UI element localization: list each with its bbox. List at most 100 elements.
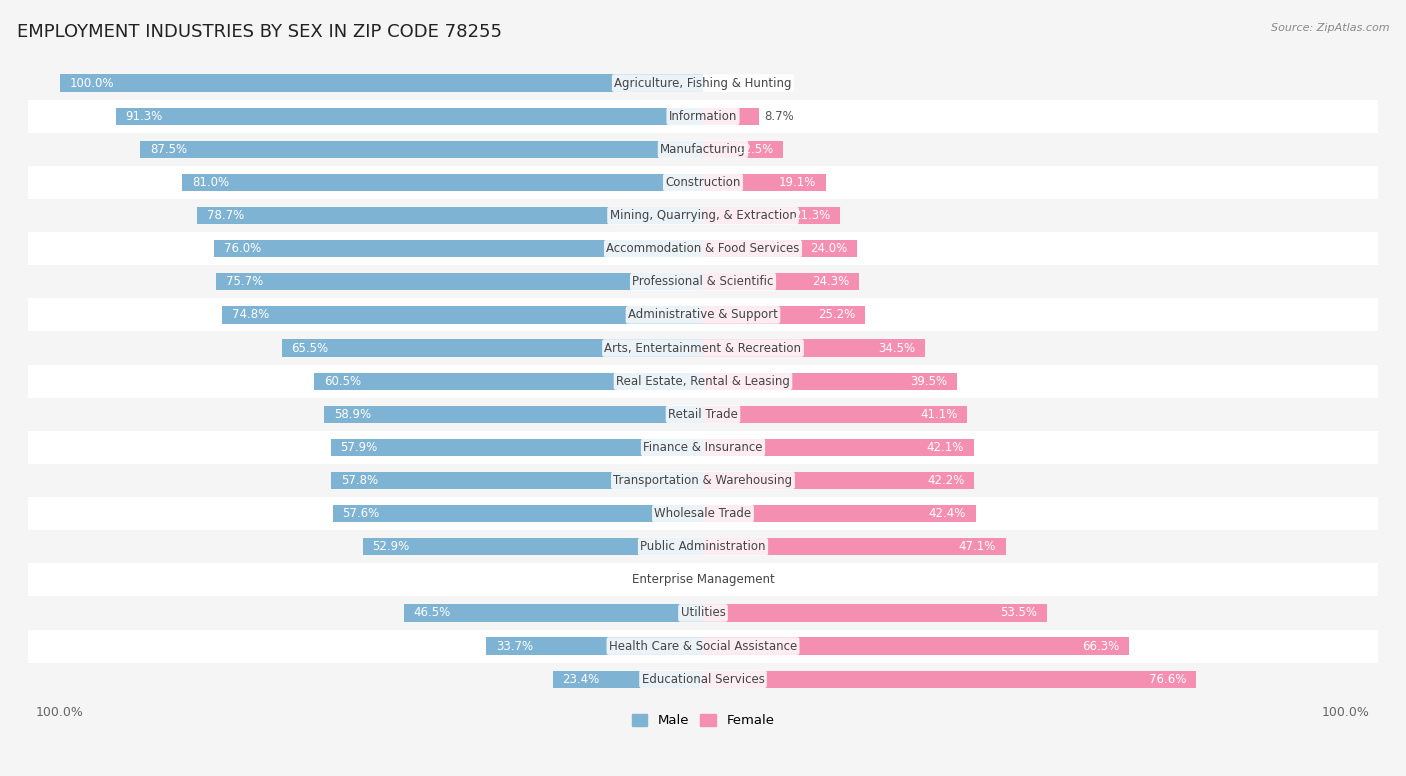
Bar (28, 563, 1378, 597)
Text: 91.3%: 91.3% (125, 109, 163, 123)
Bar (703, 406, 967, 423)
Text: 25.2%: 25.2% (818, 308, 855, 321)
Text: Information: Information (669, 109, 737, 123)
Bar (214, 240, 703, 258)
Text: 41.1%: 41.1% (921, 407, 957, 421)
Text: 47.1%: 47.1% (959, 540, 997, 553)
Text: 42.2%: 42.2% (928, 474, 965, 487)
Text: 24.3%: 24.3% (813, 275, 849, 288)
Bar (703, 605, 1047, 622)
Bar (28, 397, 1378, 431)
Bar (703, 307, 865, 324)
Bar (333, 505, 703, 522)
Bar (183, 174, 703, 191)
Bar (703, 538, 1005, 556)
Text: 46.5%: 46.5% (413, 607, 451, 619)
Text: 19.1%: 19.1% (779, 176, 815, 189)
Bar (60, 74, 703, 92)
Bar (28, 629, 1378, 663)
Bar (314, 372, 703, 390)
Bar (404, 605, 703, 622)
Bar (28, 365, 1378, 397)
Bar (217, 273, 703, 290)
Text: Administrative & Support: Administrative & Support (628, 308, 778, 321)
Bar (28, 232, 1378, 265)
Bar (325, 406, 703, 423)
Bar (553, 670, 703, 688)
Text: 78.7%: 78.7% (207, 209, 243, 222)
Text: 21.3%: 21.3% (793, 209, 831, 222)
Bar (703, 240, 858, 258)
Bar (28, 530, 1378, 563)
Bar (703, 174, 825, 191)
Bar (281, 339, 703, 357)
Bar (703, 372, 957, 390)
Bar (28, 166, 1378, 199)
Text: 42.1%: 42.1% (927, 441, 965, 454)
Bar (28, 99, 1378, 133)
Text: 76.6%: 76.6% (1149, 673, 1185, 686)
Bar (28, 199, 1378, 232)
Text: Construction: Construction (665, 176, 741, 189)
Text: Enterprise Management: Enterprise Management (631, 573, 775, 587)
Text: 42.4%: 42.4% (928, 507, 966, 520)
Text: Source: ZipAtlas.com: Source: ZipAtlas.com (1271, 23, 1389, 33)
Text: Agriculture, Fishing & Hunting: Agriculture, Fishing & Hunting (614, 77, 792, 89)
Bar (703, 207, 839, 224)
Text: Manufacturing: Manufacturing (661, 143, 745, 156)
Bar (703, 339, 925, 357)
Bar (703, 438, 974, 456)
Bar (28, 67, 1378, 99)
Bar (28, 265, 1378, 298)
Text: Retail Trade: Retail Trade (668, 407, 738, 421)
Text: Utilities: Utilities (681, 607, 725, 619)
Bar (141, 140, 703, 158)
Text: 39.5%: 39.5% (910, 375, 948, 388)
Bar (703, 140, 783, 158)
Bar (363, 538, 703, 556)
Bar (703, 670, 1195, 688)
Bar (703, 273, 859, 290)
Text: 8.7%: 8.7% (763, 109, 794, 123)
Bar (28, 133, 1378, 166)
Text: 57.6%: 57.6% (342, 507, 380, 520)
Text: 52.9%: 52.9% (373, 540, 409, 553)
Bar (703, 505, 976, 522)
Text: 34.5%: 34.5% (879, 341, 915, 355)
Text: 65.5%: 65.5% (291, 341, 329, 355)
Bar (330, 438, 703, 456)
Text: Finance & Insurance: Finance & Insurance (644, 441, 762, 454)
Bar (28, 331, 1378, 365)
Text: Mining, Quarrying, & Extraction: Mining, Quarrying, & Extraction (610, 209, 796, 222)
Text: 23.4%: 23.4% (562, 673, 599, 686)
Bar (28, 431, 1378, 464)
Bar (703, 108, 759, 125)
Text: 66.3%: 66.3% (1083, 639, 1119, 653)
Text: 57.8%: 57.8% (342, 474, 378, 487)
Text: Accommodation & Food Services: Accommodation & Food Services (606, 242, 800, 255)
Text: 75.7%: 75.7% (226, 275, 263, 288)
Text: 58.9%: 58.9% (333, 407, 371, 421)
Text: Professional & Scientific: Professional & Scientific (633, 275, 773, 288)
Text: 81.0%: 81.0% (191, 176, 229, 189)
Text: 57.9%: 57.9% (340, 441, 378, 454)
Text: 12.5%: 12.5% (737, 143, 773, 156)
Text: 53.5%: 53.5% (1000, 607, 1038, 619)
Text: Educational Services: Educational Services (641, 673, 765, 686)
Bar (703, 637, 1129, 655)
Text: 74.8%: 74.8% (232, 308, 269, 321)
Bar (28, 497, 1378, 530)
Text: 33.7%: 33.7% (496, 639, 533, 653)
Bar (332, 472, 703, 489)
Bar (703, 472, 974, 489)
Legend: Male, Female: Male, Female (626, 708, 780, 733)
Text: Arts, Entertainment & Recreation: Arts, Entertainment & Recreation (605, 341, 801, 355)
Text: 76.0%: 76.0% (224, 242, 262, 255)
Text: 60.5%: 60.5% (323, 375, 361, 388)
Bar (486, 637, 703, 655)
Text: Transportation & Warehousing: Transportation & Warehousing (613, 474, 793, 487)
Text: Real Estate, Rental & Leasing: Real Estate, Rental & Leasing (616, 375, 790, 388)
Text: Public Administration: Public Administration (640, 540, 766, 553)
Bar (28, 663, 1378, 696)
Bar (222, 307, 703, 324)
